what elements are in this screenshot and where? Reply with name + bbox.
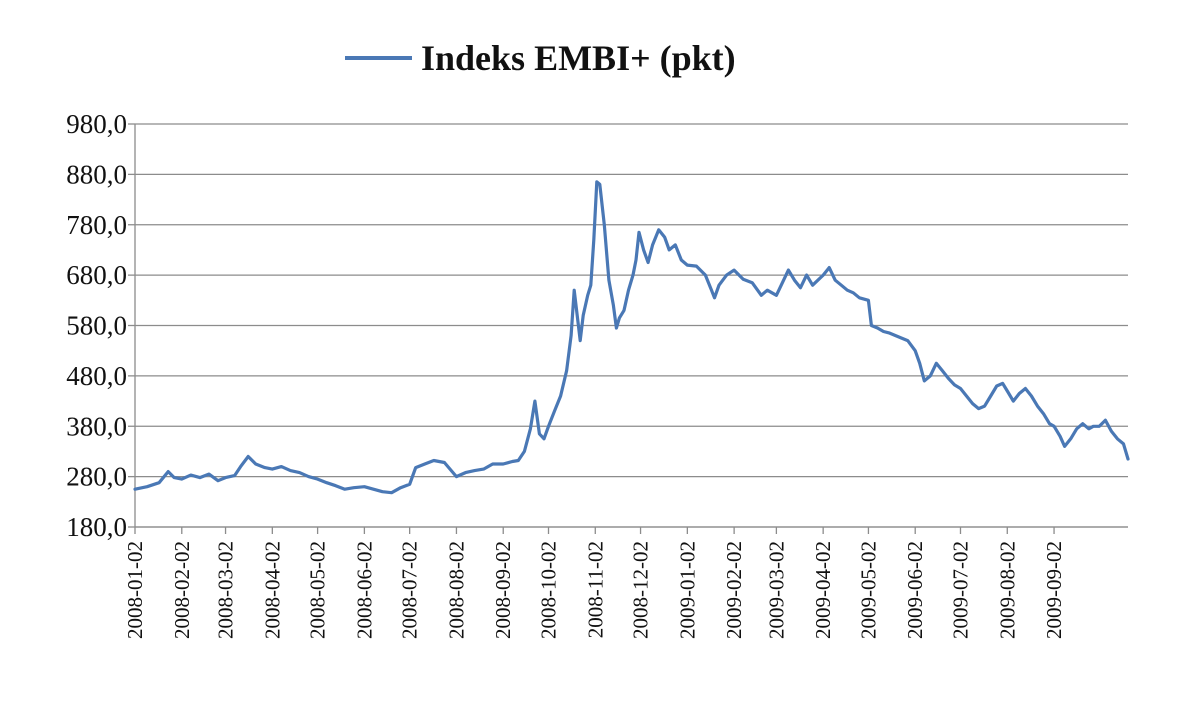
y-tick-label: 480,0 xyxy=(66,361,127,391)
x-tick-label: 2009-03-02 xyxy=(764,541,788,639)
y-axis: 180,0 280,0 380,0 480,0 580,0 680,0 780,0 880,0… xyxy=(66,109,136,542)
y-tick-label: 580,0 xyxy=(66,311,127,341)
plot-series xyxy=(133,180,1130,495)
x-tick-label: 2009-09-02 xyxy=(1042,541,1066,639)
y-tick-label: 280,0 xyxy=(66,462,127,492)
x-tick-label: 2008-10-02 xyxy=(536,541,560,639)
y-tick-label: 180,0 xyxy=(66,512,127,542)
x-tick-label: 2008-06-02 xyxy=(352,541,376,639)
x-tick-label: 2008-04-02 xyxy=(260,541,284,639)
y-tick-label: 880,0 xyxy=(66,159,127,189)
x-tick-label: 2009-02-02 xyxy=(722,541,746,639)
y-tick-label: 780,0 xyxy=(66,210,127,240)
x-tick-label: 2008-05-02 xyxy=(306,541,330,639)
series-line-embi xyxy=(133,180,1130,495)
x-tick-label: 2009-01-02 xyxy=(675,541,699,639)
x-axis: 2008-01-02 2008-02-02 2008-03-02 2008-04-02… xyxy=(123,526,1128,639)
y-tick-label: 380,0 xyxy=(66,411,127,441)
x-tick-label: 2008-09-02 xyxy=(491,541,515,639)
x-tick-label: 2008-12-02 xyxy=(629,541,653,639)
x-tick-label: 2008-02-02 xyxy=(170,541,194,639)
legend-label: Indeks EMBI+ (pkt) xyxy=(421,38,736,78)
y-tick-label: 980,0 xyxy=(66,109,127,139)
x-tick-label: 2008-01-02 xyxy=(123,541,147,639)
x-tick-label: 2008-03-02 xyxy=(214,541,238,639)
x-tick-label: 2008-11-02 xyxy=(583,541,607,638)
x-tick-label: 2008-07-02 xyxy=(398,541,422,639)
legend: Indeks EMBI+ (pkt) xyxy=(345,38,736,78)
x-tick-label: 2009-06-02 xyxy=(903,541,927,639)
x-tick-label: 2009-08-02 xyxy=(995,541,1019,639)
y-tick-label: 680,0 xyxy=(66,260,127,290)
x-tick-label: 2009-04-02 xyxy=(811,541,835,639)
x-tick-label: 2009-05-02 xyxy=(856,541,880,639)
x-tick-label: 2009-07-02 xyxy=(948,541,972,639)
x-tick-label: 2008-08-02 xyxy=(444,541,468,639)
